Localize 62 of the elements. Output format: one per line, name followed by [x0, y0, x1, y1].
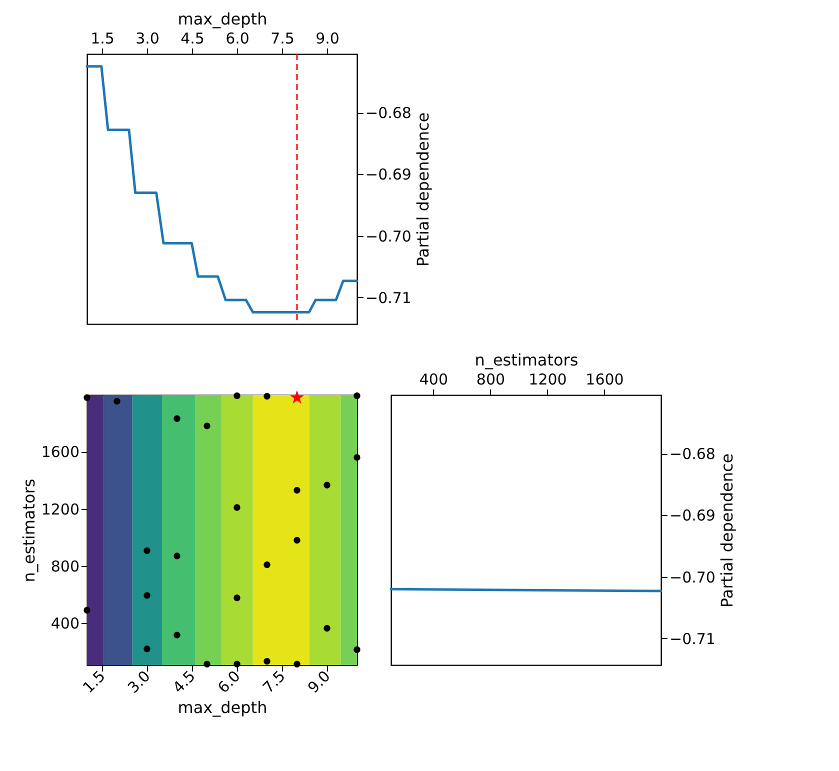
- x-tick-label: 3.0: [124, 667, 154, 697]
- point: [354, 392, 360, 400]
- point: [264, 561, 270, 568]
- y-tick-label: 800: [50, 557, 80, 576]
- point: [114, 398, 120, 405]
- x-tick-label: 7.5: [259, 667, 289, 697]
- x-tick-label: 400: [419, 370, 448, 388]
- x-axis-title: n_estimators: [474, 350, 578, 370]
- y-tick-label: −0.71: [670, 630, 716, 648]
- y-tick-label: 1200: [41, 500, 80, 518]
- point: [324, 624, 330, 632]
- point: [144, 646, 150, 652]
- point: [144, 592, 150, 599]
- point: [234, 594, 240, 602]
- point: [354, 454, 360, 461]
- y-tick-label: 400: [50, 614, 80, 632]
- x-tick-label: 9.0: [304, 667, 334, 697]
- x-tick-label: 3.0: [136, 30, 160, 48]
- point: [144, 547, 150, 554]
- y-tick-label: 1600: [41, 443, 80, 462]
- point: [84, 606, 90, 614]
- y-axis-title: Partial dependence: [413, 112, 432, 267]
- x-tick-label: 1200: [528, 370, 567, 388]
- y-tick-label: −0.69: [366, 166, 412, 184]
- y-axis-title: n_estimators: [19, 478, 38, 582]
- point: [264, 658, 270, 665]
- y-tick-label: −0.70: [366, 227, 412, 246]
- x-tick-label: 4.5: [180, 30, 204, 48]
- y-tick-label: −0.69: [670, 506, 716, 525]
- point: [234, 504, 240, 511]
- x-tick-label: 6.0: [226, 30, 250, 48]
- y-tick-label: −0.71: [366, 288, 412, 307]
- x-tick-label: 1.5: [90, 30, 114, 48]
- x-axis-title: max_depth: [178, 698, 268, 718]
- point: [264, 392, 270, 400]
- x-tick-label: 7.5: [270, 30, 294, 48]
- point: [174, 552, 180, 560]
- point: [324, 482, 330, 488]
- point: [354, 646, 360, 653]
- point: [234, 392, 240, 400]
- point: [234, 660, 240, 668]
- point: [294, 486, 300, 494]
- y-tick-label: −0.68: [670, 445, 716, 464]
- x-tick-label: 1.5: [79, 667, 109, 697]
- y-tick-label: −0.70: [670, 568, 716, 586]
- point: [84, 394, 90, 401]
- x-tick-label: 800: [476, 370, 506, 388]
- point: [204, 660, 210, 668]
- line-series: [86, 65, 358, 314]
- y-tick-label: −0.68: [366, 104, 412, 122]
- y-axis-title: Partial dependence: [717, 453, 736, 608]
- point: [294, 536, 300, 544]
- x-tick-label: 4.5: [169, 667, 199, 697]
- x-axis-title: max_depth: [178, 10, 268, 28]
- x-tick-label: 6.0: [214, 667, 244, 697]
- point: [204, 422, 210, 430]
- x-tick-label: 1600: [586, 370, 624, 388]
- point: [174, 632, 180, 638]
- point: [294, 660, 300, 668]
- x-tick-label: 9.0: [316, 30, 340, 48]
- point: [290, 390, 304, 404]
- point: [174, 415, 180, 422]
